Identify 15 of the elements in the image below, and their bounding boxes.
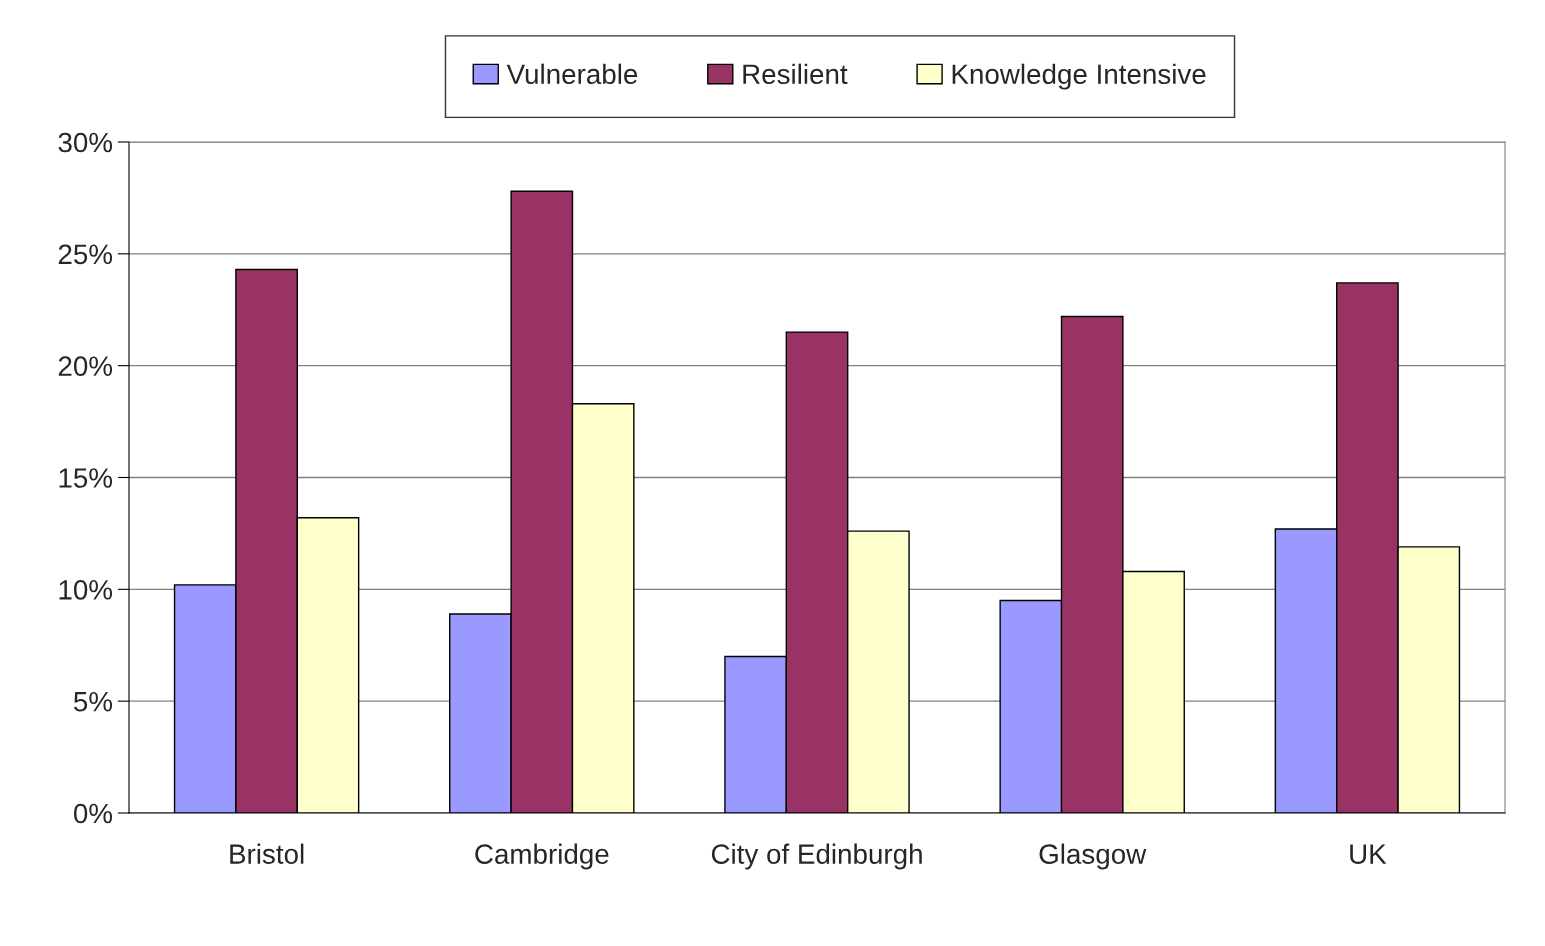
y-tick-label: 25% — [58, 244, 113, 265]
y-tick-label: 0% — [73, 803, 113, 824]
y-tick-label: 10% — [59, 580, 113, 600]
legend-label: Knowledge Intensive — [952, 63, 1206, 90]
y-tick-label: 20% — [58, 356, 113, 377]
legend-label: Resilient — [743, 63, 848, 85]
x-tick-label: Bristol — [230, 843, 304, 864]
x-tick-label: Glasgow — [1039, 843, 1147, 870]
x-tick-label: Cambridge — [475, 843, 609, 870]
y-tick-label: 5% — [73, 691, 113, 712]
x-tick-label: UK — [1350, 844, 1387, 864]
y-tick-label: 30% — [58, 132, 113, 153]
y-tick-label: 15% — [59, 468, 113, 488]
x-tick-label: City of Edinburgh — [711, 843, 922, 870]
legend-label: Vulnerable — [506, 63, 638, 85]
